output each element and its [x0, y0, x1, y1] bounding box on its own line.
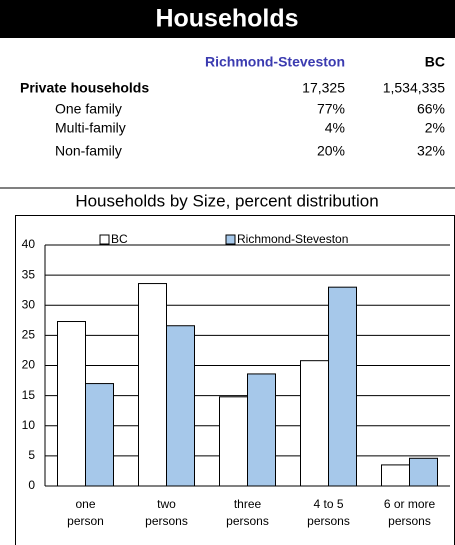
- bar: [328, 286, 357, 487]
- bar: [166, 325, 195, 487]
- chart-title: Households by Size, percent distribution: [75, 191, 378, 210]
- x-tick-label: 6 or more persons: [384, 497, 436, 528]
- header-title: Households: [155, 5, 298, 33]
- header-bar: [0, 0, 455, 38]
- x-tick-label-text: 6 or more persons: [384, 497, 436, 528]
- y-tick-label: 0: [28, 478, 35, 492]
- legend-label: BC: [111, 232, 128, 246]
- x-tick-line: persons: [226, 514, 269, 528]
- x-tick-line: persons: [307, 514, 350, 528]
- x-tick-label: one person: [67, 497, 104, 528]
- y-tick-label: 5: [28, 448, 35, 462]
- x-tick-line: persons: [145, 514, 188, 528]
- bar: [138, 283, 167, 487]
- x-tick-label: two persons: [145, 497, 188, 528]
- bar: [409, 457, 438, 487]
- x-tick-line: one: [75, 497, 95, 511]
- y-tick-label: 25: [22, 328, 36, 342]
- x-tick-line: person: [67, 514, 104, 528]
- x-tick-label-text: one person: [67, 497, 104, 528]
- row-label: Private households: [20, 80, 149, 96]
- x-tick-label: three persons: [226, 497, 269, 528]
- cell: 77%: [317, 101, 345, 117]
- cell: 1,534,335: [383, 80, 445, 96]
- bar: [57, 321, 86, 487]
- row-label: Multi-family: [55, 120, 126, 136]
- cell: 32%: [417, 143, 445, 159]
- row-label: Non-family: [55, 143, 122, 159]
- column-header: BC: [425, 54, 445, 70]
- bar: [85, 383, 114, 487]
- cell: 20%: [317, 143, 345, 159]
- row-label: One family: [55, 101, 122, 117]
- legend-swatch: [225, 234, 236, 245]
- x-tick-line: 4 to 5: [313, 497, 343, 511]
- cell: 4%: [325, 120, 345, 136]
- x-tick-label-text: three persons: [226, 497, 269, 528]
- legend-swatch: [99, 234, 110, 245]
- cell: 17,325: [302, 80, 345, 96]
- x-tick-line: 6 or more: [384, 497, 436, 511]
- column-header: Richmond-Steveston: [205, 54, 345, 70]
- y-tick-label: 35: [22, 267, 36, 281]
- bar: [381, 464, 410, 487]
- y-tick-label: 30: [22, 297, 36, 311]
- y-tick-label: 15: [22, 388, 36, 402]
- x-tick-label-text: 4 to 5 persons: [307, 497, 350, 528]
- x-tick-line: persons: [388, 514, 431, 528]
- cell: 66%: [417, 101, 445, 117]
- x-tick-line: three: [234, 497, 262, 511]
- x-tick-line: two: [157, 497, 176, 511]
- legend-label: Richmond-Steveston: [237, 232, 348, 246]
- x-tick-label-text: two persons: [145, 497, 188, 528]
- x-tick-label: 4 to 5 persons: [307, 497, 350, 528]
- bar: [247, 373, 276, 487]
- bar: [219, 396, 248, 487]
- y-tick-label: 40: [22, 237, 36, 251]
- bar: [300, 360, 329, 487]
- cell: 2%: [425, 120, 445, 136]
- y-tick-label: 20: [22, 358, 36, 372]
- y-tick-label: 10: [22, 418, 36, 432]
